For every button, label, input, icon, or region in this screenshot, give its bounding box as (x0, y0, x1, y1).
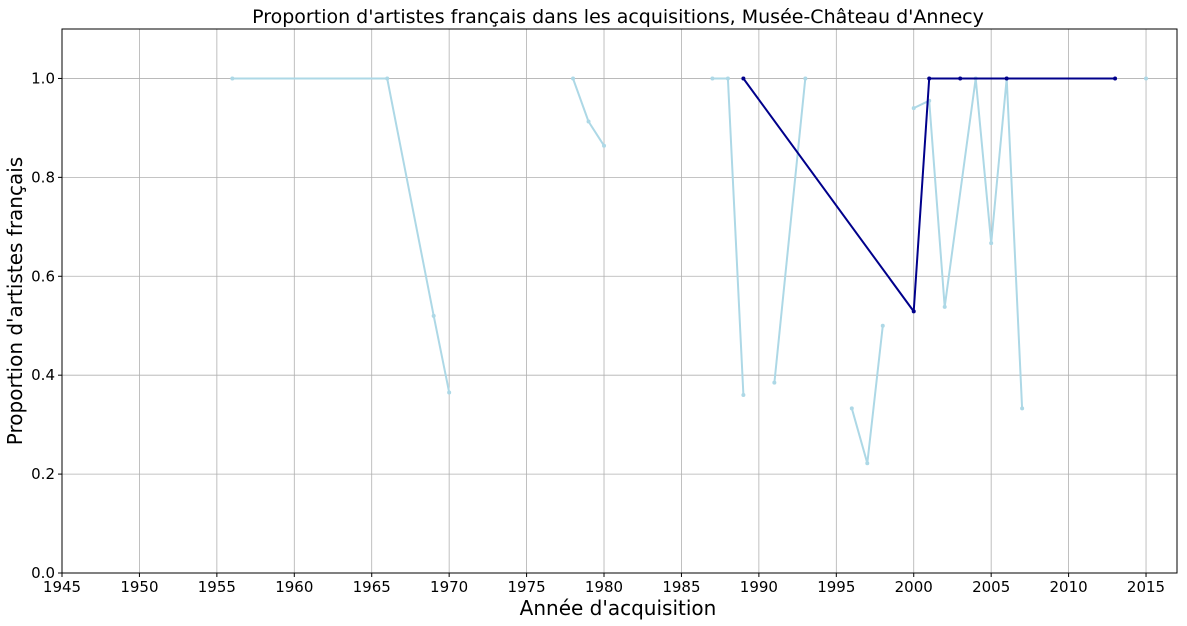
x-tick-label: 1945 (43, 578, 81, 596)
series-line (773, 78, 807, 383)
data-point (880, 323, 885, 328)
data-point (927, 76, 932, 81)
series-layer (230, 76, 1149, 466)
y-axis: 0.0 0.2 0.4 0.6 0.8 1.0 (31, 69, 62, 582)
data-point (230, 76, 235, 81)
data-point (772, 380, 777, 385)
plot-frame (61, 28, 1178, 574)
data-point (385, 76, 390, 81)
x-tick-label: 1960 (275, 578, 313, 596)
x-tick-label: 2015 (1127, 578, 1165, 596)
data-point (989, 241, 994, 246)
x-tick-label: 1970 (430, 578, 468, 596)
data-point (602, 143, 607, 148)
x-tick-label: 2005 (972, 578, 1010, 596)
data-point (725, 76, 730, 81)
y-tick-label: 0.0 (31, 564, 55, 582)
series-line (572, 78, 605, 147)
x-axis-title: Année d'acquisition (520, 596, 717, 620)
x-tick-label: 1965 (353, 578, 391, 596)
data-point (865, 461, 870, 466)
data-point (911, 106, 916, 111)
y-tick-label: 0.8 (31, 168, 55, 186)
data-point (942, 304, 947, 309)
data-point (431, 313, 436, 318)
x-tick-label: 1950 (120, 578, 158, 596)
x-axis: 1945 1950 1955 1960 1965 1970 1975 1980 1985 1990… (43, 573, 1165, 596)
series-2 (741, 76, 1118, 314)
data-point (741, 76, 746, 81)
x-tick-label: 1975 (507, 578, 545, 596)
data-point (741, 392, 746, 397)
data-point (958, 76, 963, 81)
data-point (710, 76, 715, 81)
data-point (1020, 406, 1025, 411)
series-line (913, 77, 1024, 409)
y-tick-label: 1.0 (31, 69, 55, 87)
data-point (849, 406, 854, 411)
y-tick-label: 0.4 (31, 366, 55, 384)
data-point (1113, 76, 1118, 81)
x-tick-label: 1980 (585, 578, 623, 596)
data-point (803, 76, 808, 81)
data-point (1144, 76, 1149, 81)
x-tick-label: 1995 (817, 578, 855, 596)
series-line (742, 77, 1116, 313)
data-point (911, 309, 916, 314)
data-point (447, 390, 452, 395)
y-tick-label: 0.2 (31, 465, 55, 483)
grid (61, 29, 1177, 574)
data-point (571, 76, 576, 81)
x-tick-label: 1985 (662, 578, 700, 596)
y-tick-label: 0.6 (31, 267, 55, 285)
x-tick-label: 1990 (740, 578, 778, 596)
series-1 (230, 76, 1149, 466)
y-axis-title: Proportion d'artistes français (3, 157, 27, 445)
x-tick-label: 2000 (895, 578, 933, 596)
data-point (1004, 76, 1009, 81)
x-tick-label: 2010 (1050, 578, 1088, 596)
series-line (712, 77, 745, 396)
series-line (850, 325, 884, 465)
series-line (232, 77, 451, 393)
data-point (586, 119, 591, 124)
x-tick-label: 1955 (198, 578, 236, 596)
chart-title: Proportion d'artistes français dans les … (252, 6, 984, 28)
